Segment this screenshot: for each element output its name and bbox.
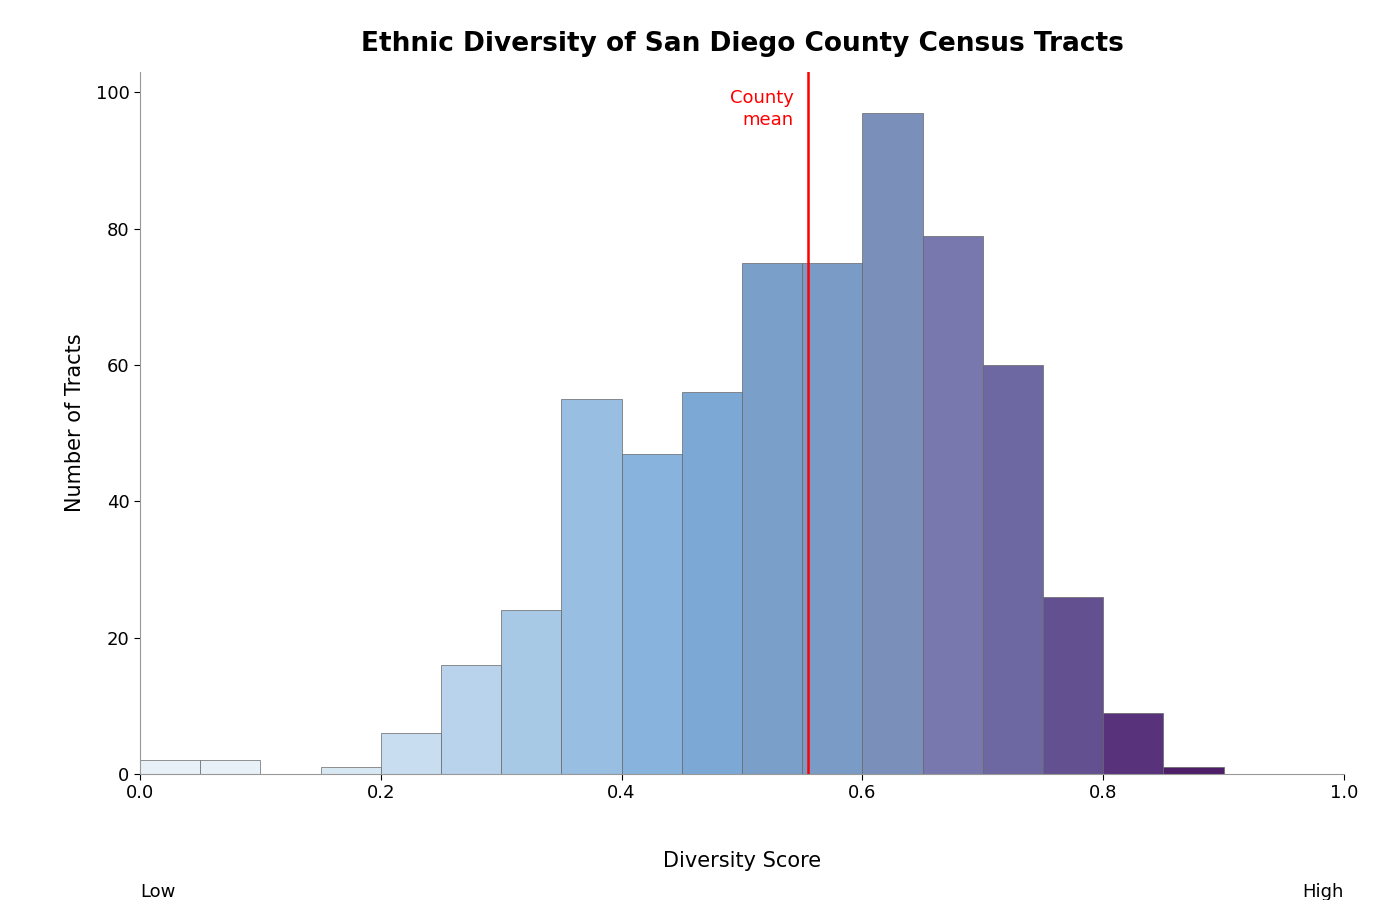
Y-axis label: Number of Tracts: Number of Tracts [64,334,84,512]
Text: High: High [1302,883,1344,900]
Bar [923,236,983,774]
Bar [1163,767,1224,774]
Bar [381,734,441,774]
Bar [441,665,501,774]
Bar [742,263,802,774]
Bar [802,263,862,774]
Bar [622,454,682,774]
Title: Ethnic Diversity of San Diego County Census Tracts: Ethnic Diversity of San Diego County Cen… [361,32,1123,58]
X-axis label: Diversity Score: Diversity Score [664,851,820,871]
Bar [140,760,200,774]
Bar [682,392,742,774]
Text: Low: Low [140,883,175,900]
Text: County
mean: County mean [729,89,794,130]
Bar [501,610,561,774]
Bar [1103,713,1163,774]
Bar [1043,597,1103,774]
Bar [561,399,622,774]
Bar [983,365,1043,774]
Bar [862,112,923,774]
Bar [200,760,260,774]
Bar [321,767,381,774]
